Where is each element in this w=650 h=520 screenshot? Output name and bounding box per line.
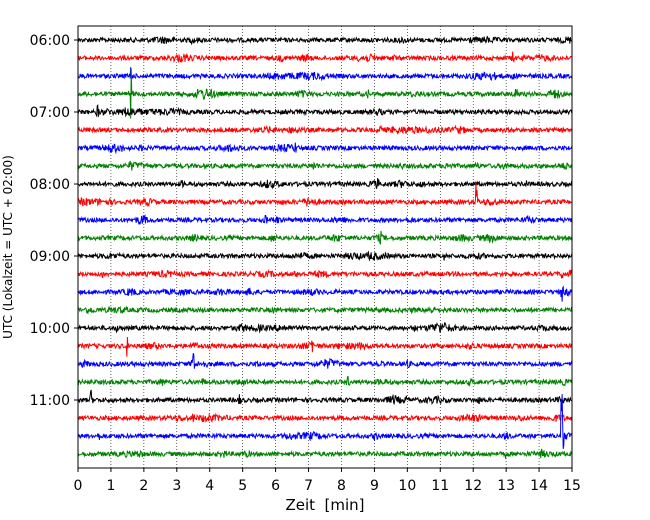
y-axis: 06:00 07:00 08:00 09:00 10:00 11:00 xyxy=(30,33,78,409)
trace-line xyxy=(78,375,572,388)
trace-group xyxy=(78,35,572,459)
x-tick-label: 0 xyxy=(74,478,83,494)
x-tick-label: 5 xyxy=(238,478,247,494)
trace-line xyxy=(78,104,572,118)
trace-line xyxy=(78,305,572,315)
trace-line xyxy=(78,35,572,46)
x-axis: 0 1 2 3 4 5 6 7 8 9 10 11 12 13 14 15 xyxy=(74,468,581,494)
x-tick-label: 1 xyxy=(106,478,115,494)
x-axis-label: Zeit [min] xyxy=(285,496,364,514)
y-tick-label: 07:00 xyxy=(30,105,70,121)
x-tick-label: 6 xyxy=(271,478,280,494)
x-tick-label: 15 xyxy=(563,478,581,494)
trace-line xyxy=(78,337,572,357)
trace-line xyxy=(78,285,572,302)
trace-line xyxy=(78,213,572,225)
y-tick-label: 10:00 xyxy=(30,321,70,337)
x-tick-label: 10 xyxy=(398,478,416,494)
y-axis-label: UTC (Lokalzeit = UTC + 02:00) xyxy=(1,155,15,339)
trace-line xyxy=(78,51,572,64)
trace-line xyxy=(78,394,572,449)
trace-line xyxy=(78,412,572,423)
x-tick-label: 2 xyxy=(139,478,148,494)
x-tick-label: 13 xyxy=(497,478,515,494)
trace-line xyxy=(78,448,572,459)
trace-line xyxy=(78,124,572,136)
x-tick-label: 7 xyxy=(304,478,313,494)
y-tick-label: 09:00 xyxy=(30,249,70,265)
y-tick-label: 06:00 xyxy=(30,33,70,49)
x-tick-label: 4 xyxy=(205,478,214,494)
y-tick-label: 11:00 xyxy=(30,393,70,409)
x-tick-label: 11 xyxy=(431,478,449,494)
trace-line xyxy=(78,142,572,155)
trace-line xyxy=(78,230,572,245)
plot-frame xyxy=(77,25,573,469)
x-tick-label: 12 xyxy=(464,478,482,494)
trace-line xyxy=(78,67,572,82)
x-tick-label: 3 xyxy=(172,478,181,494)
trace-line xyxy=(78,250,572,262)
trace-line xyxy=(78,389,572,406)
trace-line xyxy=(78,160,572,171)
plot-background xyxy=(78,26,572,468)
trace-line xyxy=(78,68,572,119)
x-tick-label: 8 xyxy=(337,478,346,494)
trace-line xyxy=(78,178,572,190)
y-tick-label: 08:00 xyxy=(30,177,70,193)
trace-line xyxy=(78,269,572,279)
x-tick-label: 9 xyxy=(370,478,379,494)
trace-line xyxy=(78,182,572,208)
trace-line xyxy=(78,352,572,369)
x-tick-label: 14 xyxy=(530,478,548,494)
trace-line xyxy=(78,322,572,334)
